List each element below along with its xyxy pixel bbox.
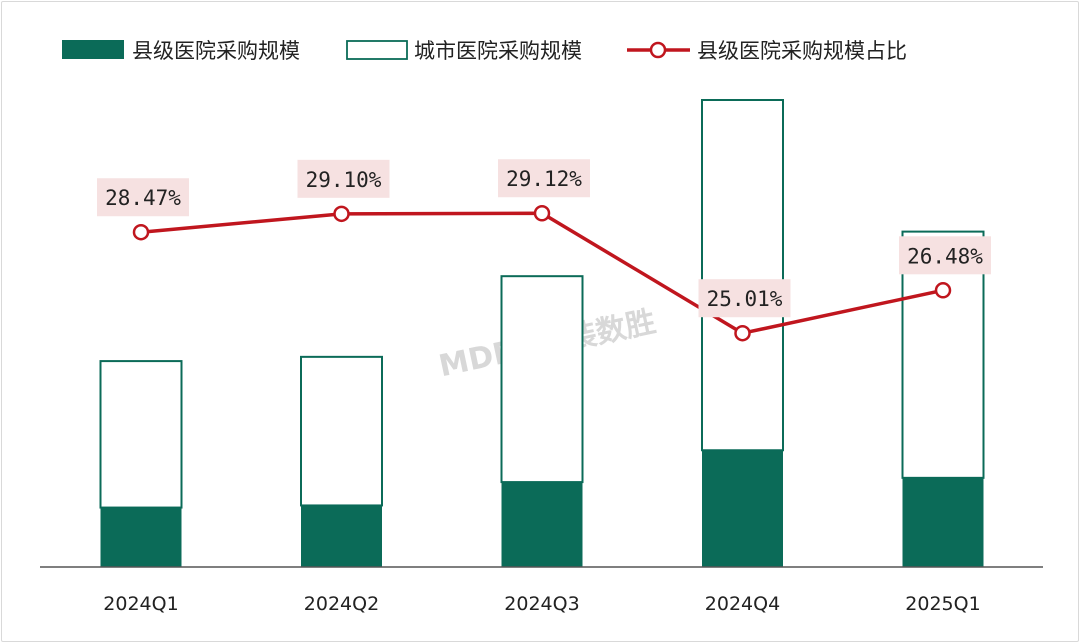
bar-city-2024Q4 (701, 99, 784, 452)
data-label-bg (899, 236, 991, 275)
bar-city-2024Q1 (99, 360, 183, 509)
bar-county-2024Q4 (702, 450, 783, 567)
legend-swatch-county (62, 40, 124, 59)
bars-layer (99, 99, 985, 567)
share-data-label: 29.12% (506, 167, 582, 191)
data-label-bg (698, 279, 791, 318)
x-tick-label: 2024Q3 (504, 593, 579, 615)
data-label-bg (498, 159, 590, 198)
share-data-label: 26.48% (907, 244, 983, 268)
x-tick-labels: 2024Q1 2024Q2 2024Q3 2024Q4 2025Q1 (103, 593, 980, 615)
data-label-bg (97, 178, 189, 217)
share-data-label: 28.47% (105, 186, 181, 210)
share-point-2024Q2 (333, 205, 350, 223)
bar-county-2024Q2 (301, 505, 382, 567)
bar-county-2024Q3 (501, 482, 583, 567)
x-tick-label: 2024Q4 (705, 593, 780, 615)
share-line-layer (132, 204, 952, 342)
share-point-2024Q1 (132, 223, 150, 241)
legend: 县级医院采购规模 城市医院采购规模 县级医院采购规模占比 (62, 39, 907, 63)
legend-label-county: 县级医院采购规模 (132, 39, 300, 63)
share-point-2024Q3 (533, 204, 551, 222)
share-point-2025Q1 (934, 282, 952, 299)
bar-city-2024Q3 (500, 275, 584, 484)
bar-county-2025Q1 (902, 477, 984, 567)
bar-city-2024Q2 (300, 355, 383, 507)
bar-county-2024Q1 (100, 507, 182, 567)
legend-swatch-city (346, 40, 408, 60)
legend-label-share: 县级医院采购规模占比 (697, 39, 907, 63)
share-data-label: 29.10% (306, 168, 382, 192)
x-tick-label: 2025Q1 (905, 593, 980, 615)
share-data-label: 25.01% (707, 287, 783, 311)
legend-marker-share (649, 41, 667, 59)
x-tick-label: 2024Q1 (103, 593, 178, 615)
x-tick-label: 2024Q2 (304, 593, 379, 615)
share-data-labels: 28.47% 29.10% 29.12% 25.01% 26.48% (97, 159, 991, 318)
share-point-2024Q4 (734, 324, 751, 342)
data-label-bg (297, 159, 390, 198)
legend-label-city: 城市医院采购规模 (414, 39, 582, 63)
